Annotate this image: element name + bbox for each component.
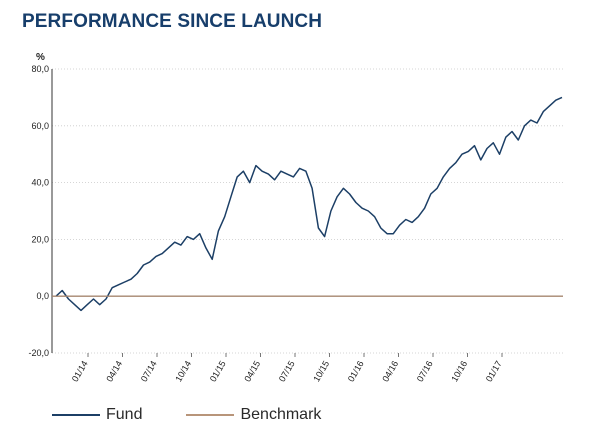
tick-labels: -20,0 0,0 20,0 40,0 60,0 80,0% 01/14 04/14 07/14… bbox=[28, 52, 503, 384]
x-tick-label-9: 04/16 bbox=[380, 359, 400, 384]
x-tick-label-5: 04/15 bbox=[242, 359, 262, 384]
legend-label-benchmark: Benchmark bbox=[240, 406, 322, 423]
y-tick-label-3: 40,0 bbox=[31, 178, 49, 188]
x-tick-label-11: 10/16 bbox=[449, 359, 469, 384]
x-tick-label-12: 01/17 bbox=[484, 359, 504, 384]
y-tick-label-2: 20,0 bbox=[31, 234, 49, 244]
legend: Fund Benchmark bbox=[52, 404, 365, 426]
legend-item-fund: Fund bbox=[52, 406, 142, 424]
series-line-fund bbox=[55, 96, 563, 312]
x-tick-label-8: 01/16 bbox=[346, 359, 366, 384]
y-tick-label-4: 60,0 bbox=[31, 121, 49, 131]
x-tick-label-0: 01/14 bbox=[70, 359, 90, 384]
legend-swatch-fund bbox=[52, 414, 100, 416]
legend-label-fund: Fund bbox=[106, 406, 143, 423]
x-tick-label-2: 07/14 bbox=[139, 359, 159, 384]
chart-title: PERFORMANCE SINCE LAUNCH bbox=[22, 11, 323, 32]
grid-lines bbox=[52, 68, 563, 354]
x-tick-label-3: 10/14 bbox=[173, 359, 193, 384]
x-tick-label-7: 10/15 bbox=[311, 359, 331, 384]
axes bbox=[51, 69, 563, 357]
y-axis-unit-label: % bbox=[36, 52, 45, 63]
legend-swatch-benchmark bbox=[186, 414, 235, 416]
x-tick-label-4: 01/15 bbox=[208, 359, 228, 384]
y-tick-label-5: 80,0 bbox=[31, 64, 49, 74]
series-lines bbox=[52, 96, 563, 312]
x-tick-label-1: 04/14 bbox=[104, 359, 124, 384]
performance-line-chart: -20,0 0,0 20,0 40,0 60,0 80,0% 01/14 04/14 07/14… bbox=[28, 52, 563, 384]
y-tick-label-1: 0,0 bbox=[36, 291, 49, 301]
x-tick-label-6: 07/15 bbox=[277, 359, 297, 384]
x-tick-label-10: 07/16 bbox=[415, 359, 435, 384]
y-tick-label-0: -20,0 bbox=[28, 348, 49, 358]
legend-item-benchmark: Benchmark bbox=[186, 406, 321, 424]
